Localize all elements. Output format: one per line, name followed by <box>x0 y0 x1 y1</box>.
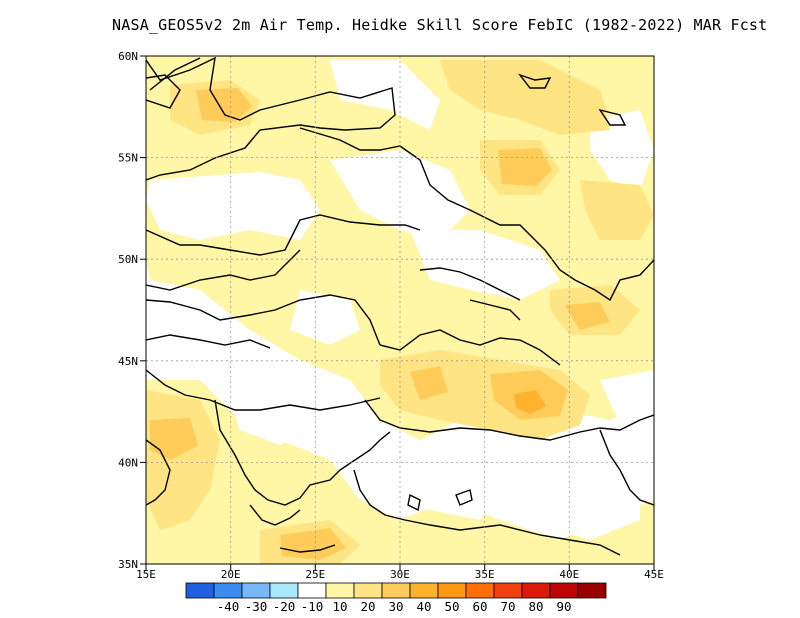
colorbar-swatch <box>577 582 607 599</box>
colorbar-swatch <box>297 582 327 599</box>
lon-label-35e: 35E <box>475 568 495 581</box>
colorbar-swatch <box>325 582 355 599</box>
colorbar-swatches <box>185 582 607 599</box>
colorbar-swatch <box>185 582 215 599</box>
colorbar-swatch <box>493 582 523 599</box>
colorbar-swatch <box>353 582 383 599</box>
lon-label-20e: 20E <box>221 568 241 581</box>
colorbar-swatch <box>521 582 551 599</box>
lon-label-15e: 15E <box>136 568 156 581</box>
lat-label-55n: 55N <box>118 152 138 165</box>
colorbar-label: -10 <box>301 599 324 614</box>
shading-peak <box>514 390 546 414</box>
colorbar-labels: -40 -30 -20 -10 10 20 30 40 50 60 70 80 … <box>217 599 572 614</box>
colorbar-swatch <box>549 582 579 599</box>
colorbar-label: 60 <box>472 599 487 614</box>
colorbar-label: 20 <box>360 599 375 614</box>
skill-shading <box>146 56 654 564</box>
lat-labels: 60N 55N 50N 45N 40N 35N <box>118 50 138 571</box>
colorbar-swatch <box>241 582 271 599</box>
map-title: NASA_GEOS5v2 2m Air Temp. Heidke Skill S… <box>112 16 768 34</box>
lat-label-50n: 50N <box>118 253 138 266</box>
colorbar-swatch <box>269 582 299 599</box>
colorbar-label: 50 <box>444 599 459 614</box>
colorbar-label: 10 <box>332 599 347 614</box>
colorbar-label: 90 <box>556 599 571 614</box>
colorbar-label: -20 <box>273 599 296 614</box>
colorbar-label: -40 <box>217 599 240 614</box>
lat-label-40n: 40N <box>118 456 138 469</box>
colorbar-label: -30 <box>245 599 268 614</box>
colorbar-swatch <box>213 582 243 599</box>
colorbar-label: 30 <box>388 599 403 614</box>
lat-label-60n: 60N <box>118 50 138 63</box>
lon-labels: 15E 20E 25E 30E 35E 40E 45E <box>136 568 664 581</box>
colorbar-swatch <box>437 582 467 599</box>
coastlines-borders <box>146 56 654 556</box>
colorbar-label: 70 <box>500 599 515 614</box>
colorbar-swatch <box>409 582 439 599</box>
colorbar-label: 80 <box>528 599 543 614</box>
lon-label-25e: 25E <box>305 568 325 581</box>
colorbar-swatch <box>465 582 495 599</box>
axis-ticks <box>140 55 655 570</box>
lat-label-35n: 35N <box>118 558 138 571</box>
colorbar-label: 40 <box>416 599 431 614</box>
lon-label-30e: 30E <box>390 568 410 581</box>
lon-label-40e: 40E <box>559 568 579 581</box>
lon-label-45e: 45E <box>644 568 664 581</box>
colorbar: -40 -30 -20 -10 10 20 30 40 50 60 70 80 … <box>185 582 607 614</box>
lat-label-45n: 45N <box>118 355 138 368</box>
colorbar-swatch <box>381 582 411 599</box>
